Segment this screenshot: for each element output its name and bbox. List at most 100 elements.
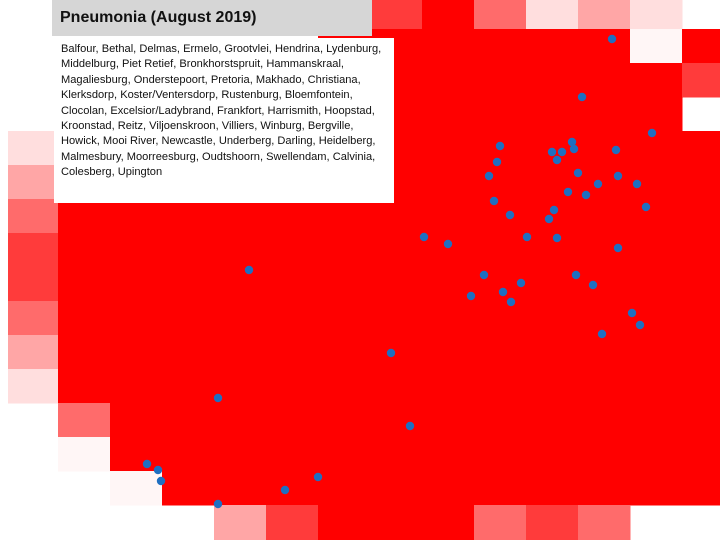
risk-cell <box>422 97 475 132</box>
risk-cell <box>58 267 111 302</box>
risk-cell <box>318 335 371 370</box>
risk-cell <box>474 301 527 336</box>
site-marker-icon <box>571 270 581 280</box>
site-marker-icon <box>641 202 651 212</box>
risk-cell <box>526 471 579 506</box>
risk-cell <box>162 301 215 336</box>
risk-cell <box>526 369 579 404</box>
risk-cell <box>474 0 527 30</box>
site-marker-icon <box>244 265 254 275</box>
risk-cell <box>526 505 579 540</box>
risk-cell <box>526 97 579 132</box>
site-marker-icon <box>563 187 573 197</box>
risk-cell <box>214 403 267 438</box>
risk-cell <box>630 0 683 30</box>
risk-cell <box>578 29 631 64</box>
risk-cell <box>58 403 111 438</box>
risk-cell <box>266 233 319 268</box>
risk-cell <box>526 437 579 472</box>
risk-cell <box>110 301 163 336</box>
site-marker-icon <box>552 233 562 243</box>
risk-cell <box>58 199 111 234</box>
risk-cell <box>266 267 319 302</box>
risk-cell <box>8 335 59 370</box>
risk-cell <box>682 471 720 506</box>
risk-cell <box>422 233 475 268</box>
risk-cell <box>422 267 475 302</box>
risk-cell <box>526 233 579 268</box>
site-marker-icon <box>597 329 607 339</box>
risk-cell <box>8 369 59 404</box>
risk-cell <box>682 165 720 200</box>
risk-cell <box>370 233 423 268</box>
risk-cell <box>162 199 215 234</box>
risk-cell <box>422 165 475 200</box>
site-marker-icon <box>549 205 559 215</box>
site-marker-icon <box>569 144 579 154</box>
risk-cell <box>526 335 579 370</box>
risk-cell <box>8 199 59 234</box>
risk-cell <box>474 199 527 234</box>
risk-cell <box>630 199 683 234</box>
site-marker-icon <box>505 210 515 220</box>
risk-cell <box>370 0 423 30</box>
risk-cell <box>266 335 319 370</box>
risk-cell <box>318 403 371 438</box>
site-marker-icon <box>280 485 290 495</box>
site-marker-icon <box>647 128 657 138</box>
risk-cell <box>578 403 631 438</box>
site-marker-icon <box>544 214 554 224</box>
site-marker-icon <box>611 145 621 155</box>
risk-cell <box>58 301 111 336</box>
site-marker-icon <box>632 179 642 189</box>
risk-cell <box>318 471 371 506</box>
risk-cell <box>422 335 475 370</box>
risk-cell <box>630 97 683 132</box>
risk-cell <box>8 165 59 200</box>
risk-cell <box>682 403 720 438</box>
risk-cell <box>370 267 423 302</box>
site-marker-icon <box>386 348 396 358</box>
risk-cell <box>110 267 163 302</box>
site-marker-icon <box>313 472 323 482</box>
risk-cell <box>110 335 163 370</box>
map-title: Pneumonia (August 2019) <box>52 0 372 36</box>
risk-cell <box>526 301 579 336</box>
risk-cell <box>526 0 579 30</box>
risk-cell <box>578 199 631 234</box>
risk-cell <box>630 267 683 302</box>
risk-cell <box>578 0 631 30</box>
site-marker-icon <box>522 232 532 242</box>
risk-cell <box>110 471 163 506</box>
risk-cell <box>578 131 631 166</box>
risk-cell <box>162 335 215 370</box>
risk-cell <box>266 437 319 472</box>
risk-cell <box>318 437 371 472</box>
risk-cell <box>266 301 319 336</box>
site-marker-icon <box>613 171 623 181</box>
risk-cell <box>214 437 267 472</box>
risk-cell <box>110 233 163 268</box>
risk-cell <box>578 335 631 370</box>
risk-cell <box>370 369 423 404</box>
risk-cell <box>630 301 683 336</box>
risk-cell <box>318 233 371 268</box>
risk-cell <box>630 369 683 404</box>
risk-cell <box>162 369 215 404</box>
risk-cell <box>8 131 59 166</box>
risk-cell <box>682 437 720 472</box>
site-marker-icon <box>153 465 163 475</box>
risk-cell <box>370 471 423 506</box>
risk-cell <box>266 199 319 234</box>
risk-cell <box>214 505 267 540</box>
site-marker-icon <box>593 179 603 189</box>
risk-cell <box>526 199 579 234</box>
risk-cell <box>682 267 720 302</box>
risk-cell <box>526 403 579 438</box>
risk-cell <box>110 369 163 404</box>
risk-cell <box>370 505 423 540</box>
risk-cell <box>162 403 215 438</box>
risk-cell <box>578 97 631 132</box>
site-marker-icon <box>479 270 489 280</box>
risk-cell <box>422 0 475 30</box>
